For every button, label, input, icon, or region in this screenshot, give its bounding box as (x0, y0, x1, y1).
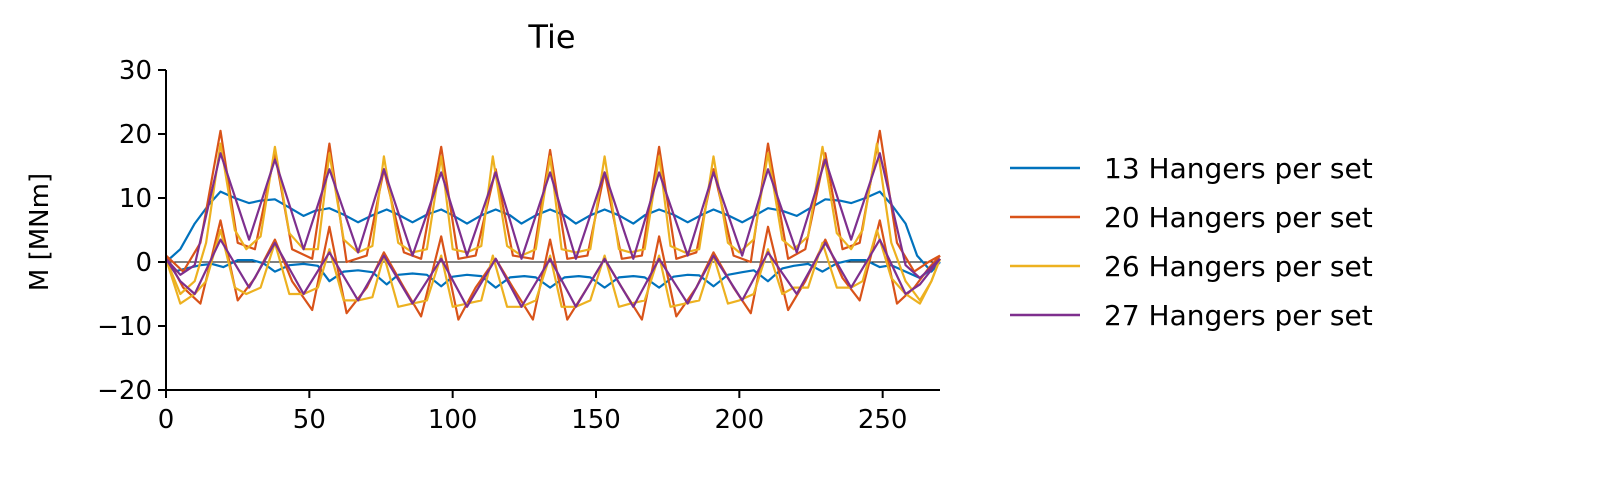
series-line-3-lower (164, 228, 942, 308)
y-tick-label: 10 (119, 184, 152, 214)
axes: −20 −10 0 10 20 30 0 50 100 150 200 250 (97, 56, 940, 435)
x-tick-label: 150 (571, 405, 621, 435)
y-tick-label: 0 (135, 248, 152, 278)
series-line-4-upper (165, 152, 941, 280)
legend-label: 27 Hangers per set (1104, 299, 1373, 332)
x-tick-label: 0 (158, 405, 175, 435)
y-tick-label: 20 (119, 120, 152, 150)
legend-label: 20 Hangers per set (1104, 201, 1373, 234)
legend-label: 13 Hangers per set (1104, 152, 1373, 185)
y-tick-label: 30 (119, 56, 152, 86)
chart-title: Tie (527, 18, 575, 56)
y-tick-label: −20 (97, 376, 152, 406)
series-line-4-lower (165, 238, 941, 308)
y-axis-label: M [MNm] (25, 173, 55, 291)
x-tick-label: 50 (293, 405, 326, 435)
plot-area (164, 129, 942, 321)
x-tick-label: 200 (715, 405, 765, 435)
x-tick-label: 250 (858, 405, 908, 435)
y-tick-label: −10 (97, 312, 152, 342)
legend-label: 26 Hangers per set (1104, 250, 1373, 283)
legend: 13 Hangers per set 20 Hangers per set 26 H… (1010, 152, 1373, 332)
x-tick-label: 100 (428, 405, 478, 435)
